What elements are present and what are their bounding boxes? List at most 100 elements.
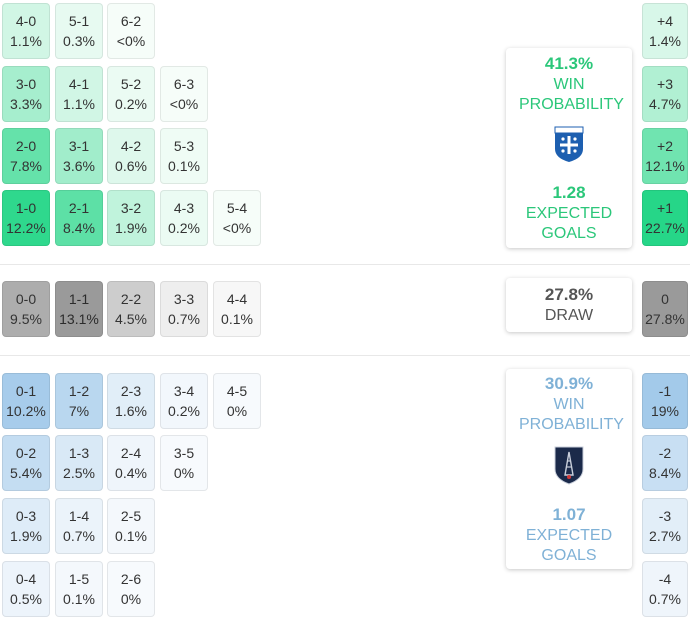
probability-label: <0%: [222, 220, 252, 236]
score-label: 1-3: [68, 445, 90, 461]
score-label: 6-2: [120, 13, 142, 29]
home-score-cell: 5-1 0.3%: [55, 3, 103, 59]
probability-label: 0.1%: [115, 528, 147, 544]
probability-label: 0.2%: [168, 403, 200, 419]
draw-score-cell: 2-2 4.5%: [107, 281, 155, 337]
score-label: +4: [657, 13, 673, 29]
home-score-cell: 3-2 1.9%: [107, 190, 155, 246]
score-label: 4-4: [226, 291, 248, 307]
score-label: 2-1: [68, 200, 90, 216]
probability-label: 8.4%: [63, 220, 95, 236]
away-score-cell: 1-5 0.1%: [55, 561, 103, 617]
score-label: +3: [657, 76, 673, 92]
probability-label: 0%: [120, 591, 142, 607]
away-score-cell: 3-4 0.2%: [160, 373, 208, 429]
away-margin-cell: -2 8.4%: [642, 435, 688, 491]
away-score-cell: 0-4 0.5%: [2, 561, 50, 617]
home-win-label: WIN PROBABILITY: [519, 75, 624, 113]
score-label: 0: [661, 291, 669, 307]
score-label: -3: [658, 508, 672, 524]
probability-label: 3.3%: [10, 96, 42, 112]
home-score-cell: 4-0 1.1%: [2, 3, 50, 59]
score-label: 3-5: [173, 445, 195, 461]
probability-label: 4.5%: [115, 311, 147, 327]
probability-label: 5.4%: [10, 465, 42, 481]
score-label: -1: [658, 383, 672, 399]
home-margin-cell: +4 1.4%: [642, 3, 688, 59]
probability-label: 0.2%: [168, 220, 200, 236]
probability-label: 1.1%: [10, 33, 42, 49]
probability-label: 2.7%: [649, 528, 681, 544]
probability-label: 1.9%: [10, 528, 42, 544]
score-label: 5-4: [226, 200, 248, 216]
probability-label: 0.7%: [63, 528, 95, 544]
probability-label: 1.6%: [115, 403, 147, 419]
score-label: 4-1: [68, 76, 90, 92]
score-label: 0-2: [15, 445, 37, 461]
probability-label: 13.1%: [59, 311, 99, 327]
home-score-cell: 5-2 0.2%: [107, 66, 155, 122]
score-label: +2: [657, 138, 673, 154]
score-label: 2-4: [120, 445, 142, 461]
score-label: 3-0: [15, 76, 37, 92]
home-margin-cell: +3 4.7%: [642, 66, 688, 122]
home-xg-label: EXPECTED GOALS: [525, 204, 613, 242]
home-summary-card: 41.3% WIN PROBABILITY 1.28 EXPECTED GOAL…: [506, 48, 632, 248]
score-label: 2-3: [120, 383, 142, 399]
away-score-cell: 2-5 0.1%: [107, 498, 155, 554]
probability-label: 8.4%: [649, 465, 681, 481]
draw-score-cell: 4-4 0.1%: [213, 281, 261, 337]
probability-label: 2.5%: [63, 465, 95, 481]
home-margin-cell: +1 22.7%: [642, 190, 688, 246]
probability-label: 3.6%: [63, 158, 95, 174]
home-score-cell: 2-1 8.4%: [55, 190, 103, 246]
away-score-cell: 1-4 0.7%: [55, 498, 103, 554]
score-label: -2: [658, 445, 672, 461]
away-win-percentage: 30.9%: [544, 373, 594, 393]
divider-bottom: [0, 355, 690, 356]
probability-label: 0.1%: [168, 158, 200, 174]
away-expected-goals: 1.07: [552, 504, 586, 524]
home-score-cell: 6-2 <0%: [107, 3, 155, 59]
probability-label: 0.2%: [115, 96, 147, 112]
home-score-cell: 4-1 1.1%: [55, 66, 103, 122]
probability-label: 27.8%: [645, 311, 685, 327]
probability-label: 1.9%: [115, 220, 147, 236]
score-label: 0-4: [15, 571, 37, 587]
home-score-cell: 4-3 0.2%: [160, 190, 208, 246]
score-label: 0-3: [15, 508, 37, 524]
draw-score-cell: 1-1 13.1%: [55, 281, 103, 337]
home-score-cell: 2-0 7.8%: [2, 128, 50, 184]
away-margin-cell: -3 2.7%: [642, 498, 688, 554]
score-label: 1-2: [68, 383, 90, 399]
probability-label: 0.5%: [10, 591, 42, 607]
score-label: 2-6: [120, 571, 142, 587]
score-label: +1: [657, 200, 673, 216]
probability-label: 0.1%: [221, 311, 253, 327]
probability-label: 22.7%: [645, 220, 685, 236]
draw-margin-cell: 0 27.8%: [642, 281, 688, 337]
away-margin-cell: -1 19%: [642, 373, 688, 429]
probability-label: 0%: [226, 403, 248, 419]
auxerre-crest-icon: [553, 125, 585, 168]
score-label: 1-5: [68, 571, 90, 587]
score-label: 3-3: [173, 291, 195, 307]
away-score-cell: 2-6 0%: [107, 561, 155, 617]
probability-label: 1.1%: [63, 96, 95, 112]
score-label: 4-2: [120, 138, 142, 154]
probability-label: 10.2%: [6, 403, 46, 419]
score-label: 5-3: [173, 138, 195, 154]
away-score-cell: 4-5 0%: [213, 373, 261, 429]
away-summary-card: 30.9% WIN PROBABILITY 1.07 EXPECTED GOAL…: [506, 369, 632, 569]
draw-percentage: 27.8%: [544, 285, 594, 304]
home-score-cell: 4-2 0.6%: [107, 128, 155, 184]
score-label: 0-1: [15, 383, 37, 399]
score-label: 3-4: [173, 383, 195, 399]
probability-label: 7.8%: [10, 158, 42, 174]
away-margin-cell: -4 0.7%: [642, 561, 688, 617]
score-label: -4: [658, 571, 672, 587]
away-score-cell: 2-4 0.4%: [107, 435, 155, 491]
probability-label: 0.3%: [63, 33, 95, 49]
probability-label: <0%: [116, 33, 146, 49]
away-score-cell: 0-3 1.9%: [2, 498, 50, 554]
